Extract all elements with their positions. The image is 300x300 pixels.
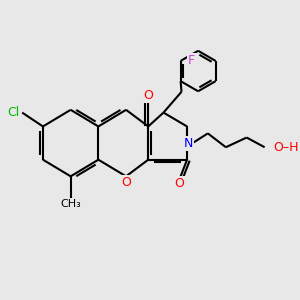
Text: O–H: O–H xyxy=(273,141,298,154)
Text: F: F xyxy=(188,54,195,68)
Text: O: O xyxy=(143,89,153,102)
Text: Cl: Cl xyxy=(8,106,20,119)
Text: O: O xyxy=(174,177,184,190)
Text: N: N xyxy=(184,136,193,150)
Text: CH₃: CH₃ xyxy=(60,199,81,209)
Text: O: O xyxy=(121,176,131,189)
